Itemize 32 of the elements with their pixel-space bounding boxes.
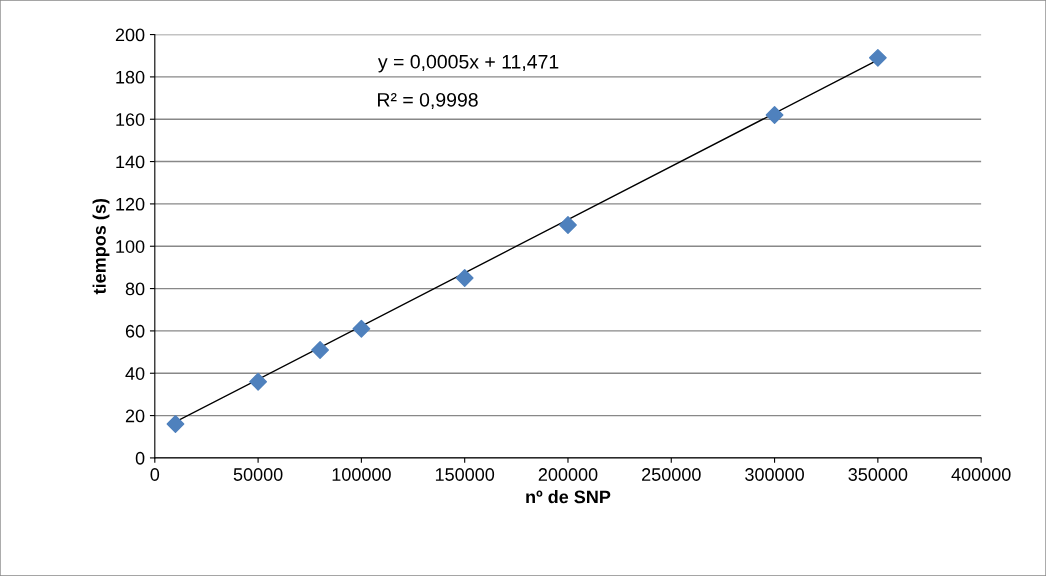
- y-tick-label: 0: [135, 451, 145, 465]
- x-tick-label: 200000: [538, 468, 598, 481]
- x-tick-label: 150000: [435, 468, 495, 481]
- annotation: R² = 0,9998: [378, 92, 478, 110]
- y-tick-label: 20: [125, 409, 145, 423]
- x-tick-label: 400000: [951, 468, 1011, 481]
- x-tick-label: 250000: [642, 468, 701, 481]
- x-tick-label: 50000: [233, 468, 283, 481]
- point: [455, 269, 474, 287]
- point: [559, 216, 577, 234]
- point: [352, 319, 371, 338]
- y-tick-label: 120: [116, 197, 145, 211]
- point: [765, 106, 784, 124]
- y-tick-label: 80: [125, 282, 145, 296]
- y-tick-label: 60: [125, 324, 145, 338]
- x-axis-title: nº de SNP: [526, 490, 611, 504]
- x-tick-label: 100000: [332, 468, 391, 481]
- y-tick-label: 40: [125, 367, 145, 380]
- y-tick-label: 180: [116, 70, 145, 84]
- y-axis-title: tiempos (s): [92, 198, 110, 295]
- point: [311, 341, 329, 359]
- x-tick-label: 0: [150, 468, 160, 481]
- y-tick-label: 140: [116, 155, 145, 169]
- y-tick-label: 100: [116, 240, 145, 253]
- point: [868, 48, 887, 67]
- y-tick-label: 200: [115, 28, 145, 42]
- point: [249, 372, 268, 391]
- y-tick-label: 160: [116, 113, 145, 126]
- x-tick-label: 300000: [745, 468, 804, 481]
- annotation: y = 0,0005x + 11,471: [377, 54, 559, 73]
- x-tick-label: 350000: [848, 468, 908, 481]
- point: [166, 415, 185, 433]
